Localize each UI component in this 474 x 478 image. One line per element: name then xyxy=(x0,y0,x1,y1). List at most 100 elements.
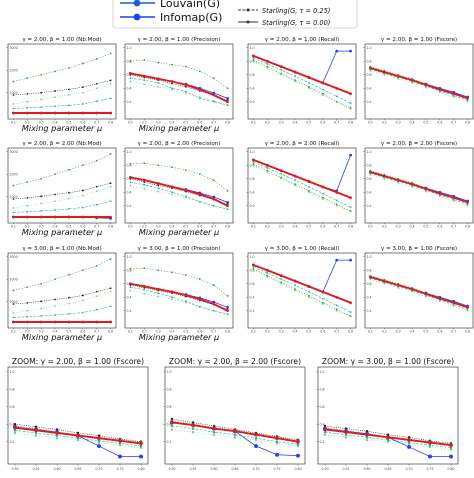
data-point xyxy=(55,436,59,440)
series-line xyxy=(370,173,468,205)
data-point xyxy=(424,187,428,191)
data-point xyxy=(129,184,132,187)
data-point xyxy=(171,166,173,169)
data-point xyxy=(438,300,441,303)
data-point xyxy=(425,295,427,298)
y-tick-label: 1.0 xyxy=(127,255,132,259)
data-point xyxy=(26,77,29,80)
data-point xyxy=(344,427,348,430)
x-tick-label: 0.4 xyxy=(410,121,415,125)
data-point xyxy=(129,286,132,289)
x-tick-label: 0.50 xyxy=(321,467,328,471)
data-point xyxy=(308,190,310,192)
y-tick-label: 0.8 xyxy=(127,59,132,63)
data-point xyxy=(335,95,338,98)
y-tick-label: 0.2 xyxy=(10,440,15,444)
x-tick-label: 0.8 xyxy=(108,121,113,125)
data-point xyxy=(307,76,311,79)
series-line xyxy=(370,278,468,310)
panel: γ = 3.00, β = 1.00 (Recall) 0.2 0.4 0.6 0.8 1… xyxy=(246,246,357,334)
data-point xyxy=(76,438,80,442)
data-point xyxy=(294,179,296,182)
data-point xyxy=(95,111,99,115)
series-line xyxy=(13,258,111,291)
x-tick-label: 0.7 xyxy=(451,330,456,334)
data-point xyxy=(466,100,469,103)
data-point xyxy=(12,320,15,324)
data-point xyxy=(12,80,15,83)
y-tick-label: 0.6 xyxy=(127,73,132,77)
data-point xyxy=(40,300,43,303)
panel-title: γ = 2.00, β = 1.00 (Fscore) xyxy=(381,37,457,43)
data-point xyxy=(95,87,98,90)
data-point xyxy=(279,169,283,172)
data-point xyxy=(265,163,269,167)
data-point xyxy=(428,454,432,459)
data-point xyxy=(266,171,269,173)
x-tick-label: 0.5 xyxy=(183,225,188,229)
data-point xyxy=(321,290,325,294)
series-line xyxy=(370,69,468,101)
data-point xyxy=(139,446,143,450)
data-point xyxy=(171,193,173,196)
plot-frame xyxy=(364,43,474,120)
data-point xyxy=(118,442,122,445)
data-point xyxy=(13,425,17,430)
legend: Louvain(G)Infomap(G) Starling(G, τ = 0.25… xyxy=(112,0,358,29)
panel-title: γ = 2.00, β = 1.00 (Nb.Mod) xyxy=(22,37,101,43)
data-point xyxy=(335,86,339,90)
y-tick-label: 0.4 xyxy=(250,190,255,194)
data-point xyxy=(40,177,43,180)
data-point xyxy=(157,61,160,64)
x-tick-label: 0.4 xyxy=(53,225,58,229)
data-point xyxy=(171,63,173,66)
data-point xyxy=(40,282,43,285)
y-tick-label: 1.0 xyxy=(127,150,132,154)
legend-box xyxy=(112,0,358,29)
x-tick-label: 0.3 xyxy=(39,225,44,229)
data-point xyxy=(365,436,369,439)
data-point xyxy=(157,295,160,298)
data-point xyxy=(157,86,160,88)
data-point xyxy=(170,424,174,428)
x-tick-label: 0.60 xyxy=(210,467,217,471)
x-tick-label: 0.3 xyxy=(279,330,284,334)
data-point xyxy=(81,294,84,297)
data-point xyxy=(68,313,70,315)
x-tick-label: 0.50 xyxy=(11,467,18,471)
data-point xyxy=(275,440,279,443)
plot-frame xyxy=(364,147,474,224)
data-point xyxy=(365,432,369,437)
data-point xyxy=(68,191,70,194)
data-point xyxy=(81,91,84,94)
data-point xyxy=(321,94,324,96)
data-point xyxy=(321,196,324,199)
data-point xyxy=(397,286,400,289)
panel: γ = 2.00, β = 2.00 (Recall) 0.2 0.4 0.6 0.8 1… xyxy=(246,141,357,229)
data-point xyxy=(39,320,43,324)
y-tick-label: 1000 xyxy=(10,300,18,304)
data-point xyxy=(109,153,112,155)
data-point xyxy=(226,295,229,297)
data-point xyxy=(335,49,339,53)
x-tick-label: 0.55 xyxy=(32,467,39,471)
data-point xyxy=(280,176,283,179)
x-tick-label: 0.3 xyxy=(39,330,44,334)
data-point xyxy=(349,107,352,110)
data-point xyxy=(280,69,283,71)
data-point xyxy=(252,56,255,59)
panel: γ = 2.00, β = 2.00 (Precision) 0.2 0.4 0.6 0… xyxy=(123,141,234,229)
data-point xyxy=(397,181,400,184)
y-tick-label: 1000 xyxy=(10,195,18,199)
series-line xyxy=(13,182,111,200)
data-point xyxy=(170,428,174,431)
data-point xyxy=(212,433,216,436)
data-point xyxy=(54,105,56,108)
data-point xyxy=(279,274,283,277)
data-point xyxy=(383,177,386,180)
y-tick-label: 0.2 xyxy=(367,309,372,313)
x-tick-label: 0.8 xyxy=(108,225,113,229)
data-point xyxy=(252,60,255,63)
data-point xyxy=(12,111,15,115)
series-line xyxy=(253,57,351,104)
